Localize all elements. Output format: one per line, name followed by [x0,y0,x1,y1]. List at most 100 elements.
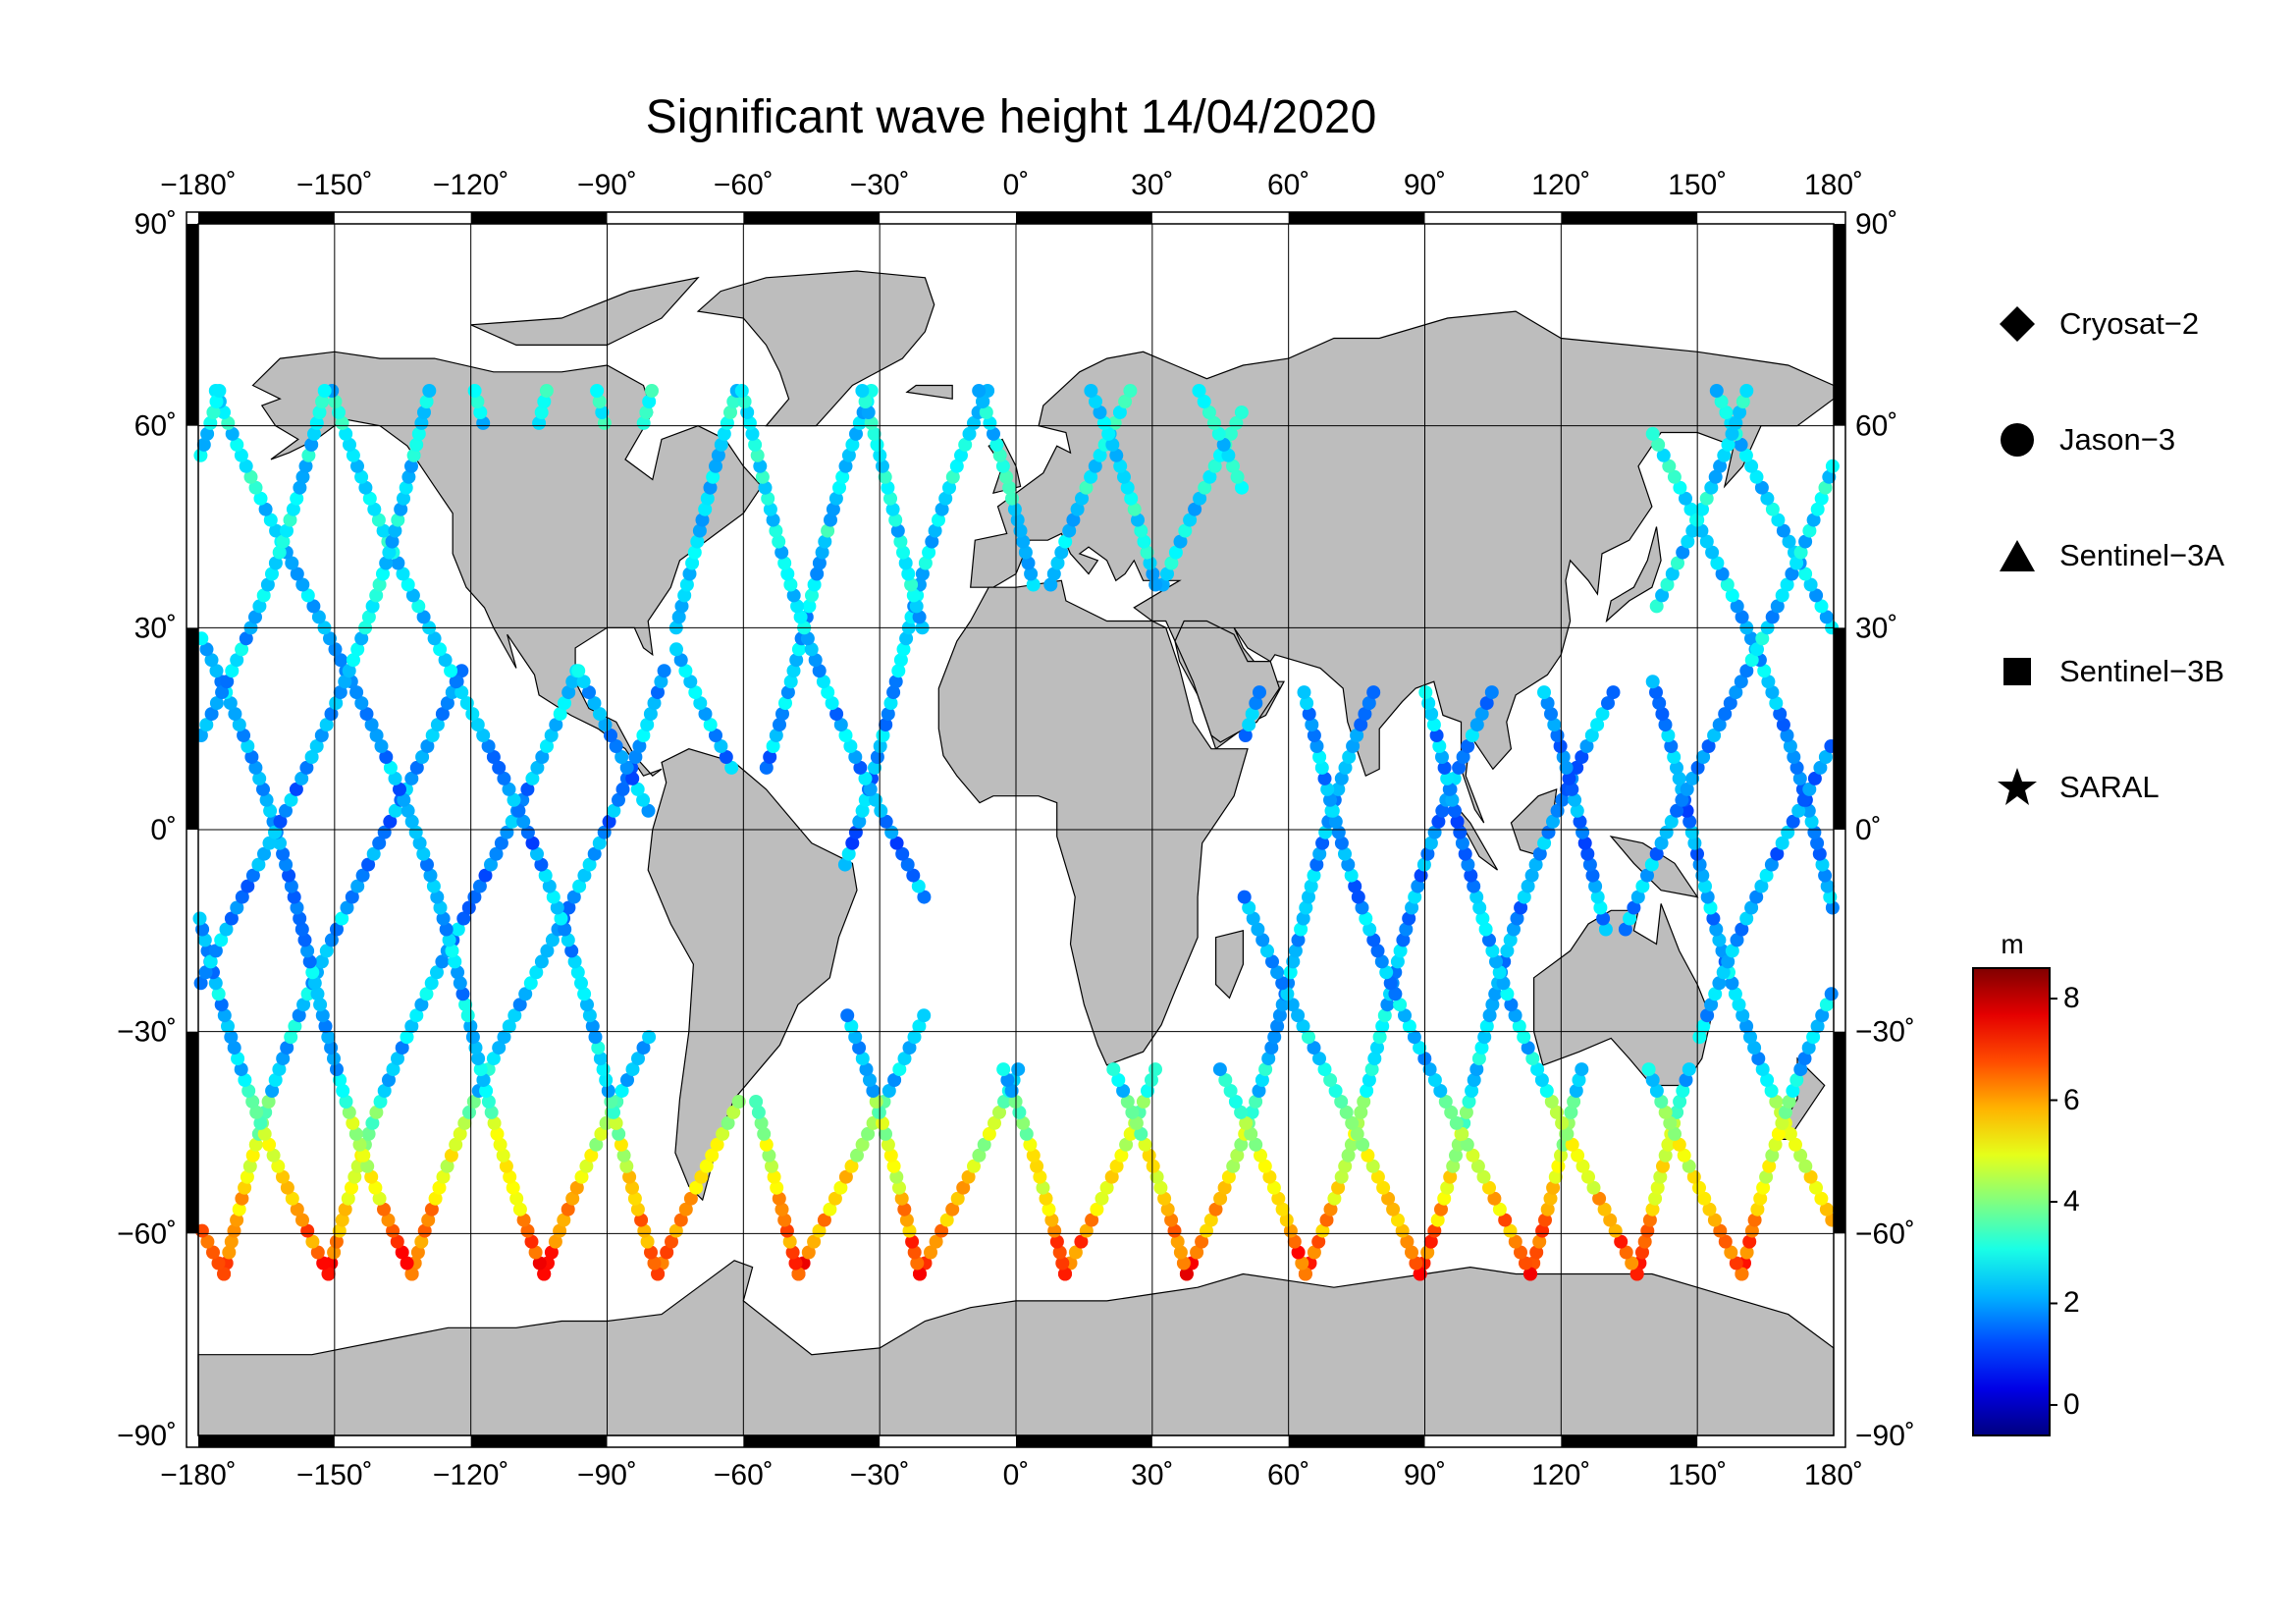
track-point [838,1169,853,1184]
track-point [373,1095,388,1109]
track-point [1655,707,1670,722]
track-point [1058,534,1073,549]
track-point [472,879,487,893]
track-point [1249,696,1263,711]
legend-label: SARAL [2059,770,2160,804]
track-point [280,1180,294,1195]
track-point [306,599,321,614]
track-point [1474,707,1489,722]
track-point [884,825,899,839]
track-point [345,890,359,904]
track-point [1370,1169,1385,1184]
track-point [1195,1234,1209,1249]
track-point [1317,1062,1332,1077]
track-point [279,803,293,818]
track-point [1754,879,1769,893]
track-point [693,696,708,711]
land-australia [1532,903,1712,1087]
track-point [821,685,835,700]
track-point [473,1062,488,1077]
land-greenland [696,270,935,427]
track-point [272,545,287,560]
track-point [408,825,423,839]
track-point [237,729,251,742]
track-1 [194,675,1840,1281]
track-point [1416,857,1431,872]
track-point [544,1245,559,1260]
track-point [342,1105,356,1119]
track-point [1296,1019,1310,1034]
track-point [1338,760,1353,775]
track-point [1803,1169,1818,1184]
track-point [456,911,471,926]
track-point [335,911,349,926]
track-point [430,965,444,980]
track-point [1537,836,1552,850]
track-point [1670,803,1684,818]
track-point [385,534,400,549]
track-point [1075,491,1089,506]
track-13 [590,384,927,1281]
track-point [616,1148,631,1163]
track-point [1479,1019,1494,1034]
frame-bar-right [1834,224,1845,426]
track-point [1734,437,1748,452]
track-point [1183,513,1198,527]
track-point [917,890,932,904]
track-point [972,1148,987,1163]
track-20 [1413,384,1754,1281]
track-point [1084,384,1098,398]
track-point [285,1191,299,1206]
track-point [379,556,394,570]
lon-tick-label-top: 60˚ [1267,169,1309,201]
track-point [1708,469,1723,484]
lon-tick-label-top: 30˚ [1131,169,1173,201]
track-point [645,384,659,398]
track-point [1523,1267,1537,1281]
track-point [396,567,410,581]
track-point [252,771,267,785]
track-point [315,395,330,408]
track-point [1540,696,1555,711]
track-point [397,792,411,807]
track-point [1346,739,1361,753]
track-point [1540,1202,1555,1217]
track-point [295,1213,309,1227]
track-point [199,718,214,732]
track-point [468,1041,483,1055]
track-point [879,1126,892,1141]
track-point [338,1202,352,1217]
track-point [1627,900,1641,915]
track-point [285,556,299,570]
track-point [524,1234,539,1249]
frame-bar-right [1834,627,1845,830]
track-point [1449,1148,1463,1163]
track-point [1164,556,1179,570]
track-point [361,857,376,872]
track-point [1426,718,1441,732]
track-point [1249,1095,1263,1109]
track-point [1167,1223,1182,1238]
track-point [876,1115,889,1130]
track-point [432,1180,447,1195]
frame-bar-bottom [1561,1435,1698,1447]
track-point [612,792,625,807]
track-point [1062,523,1077,538]
track-point [294,922,309,937]
track-point [1570,803,1584,818]
track-point [590,384,605,398]
track-point [1302,707,1316,722]
track-point [759,760,774,775]
track-point [1279,1213,1294,1227]
frame-inner [197,223,1835,1436]
track-point [523,976,538,991]
track-point [889,836,904,850]
track-point [1590,890,1605,904]
track-point [1668,1126,1682,1141]
track-point [332,1223,347,1238]
legend-item-sentinel-3a: Sentinel−3A [1993,526,2224,585]
track-point [319,718,334,732]
track-point [1238,729,1253,742]
track-point [815,545,829,560]
track-point [567,954,582,969]
